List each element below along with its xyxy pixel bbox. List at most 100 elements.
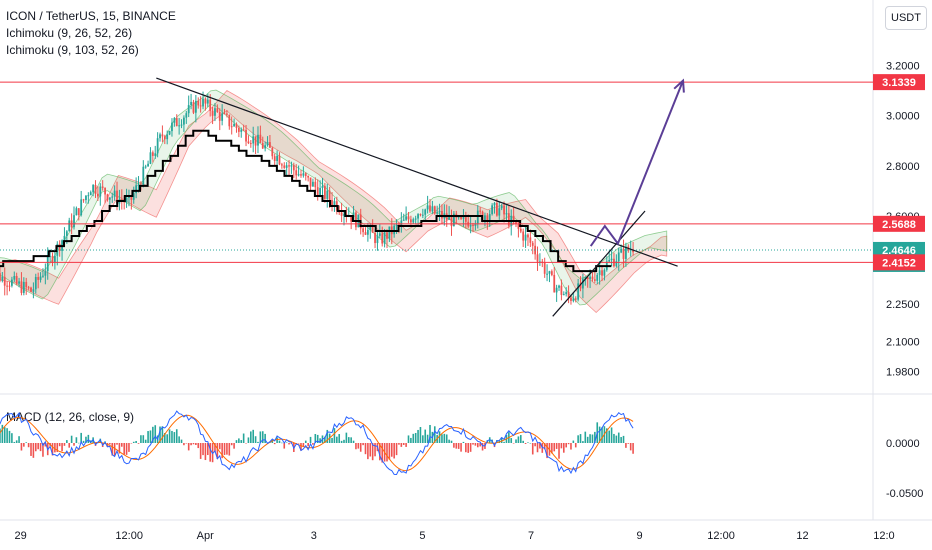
candle-body xyxy=(596,274,599,281)
macd-histogram-bar xyxy=(479,443,481,447)
macd-histogram-bar xyxy=(1,424,4,443)
macd-histogram-bar xyxy=(448,439,450,443)
macd-histogram-bar xyxy=(0,428,1,443)
trendline[interactable] xyxy=(552,210,646,317)
candle-body xyxy=(507,213,510,226)
candle-body xyxy=(171,122,173,132)
candle-body xyxy=(436,212,439,214)
macd-histogram-bar xyxy=(562,443,565,453)
candle-body xyxy=(18,281,20,284)
candle-body xyxy=(429,205,431,212)
candle-body xyxy=(27,287,30,289)
candle-body xyxy=(108,197,111,200)
time-tick-label: 5 xyxy=(419,530,425,542)
macd-histogram-bar xyxy=(405,443,407,447)
candle-body xyxy=(515,222,517,224)
candle-body xyxy=(269,142,271,148)
candle-body xyxy=(242,129,245,131)
macd-histogram-bar xyxy=(558,443,560,459)
candle-body xyxy=(362,228,365,233)
candle-body xyxy=(452,213,455,227)
macd-histogram-bar xyxy=(371,443,374,461)
ichimoku-legend-1[interactable]: Ichimoku (9, 26, 52, 26) xyxy=(6,26,133,40)
macd-histogram-bar xyxy=(340,440,343,443)
candle-body xyxy=(582,278,584,289)
macd-histogram-bar xyxy=(144,439,147,443)
macd-histogram-bar xyxy=(238,438,240,443)
currency-button[interactable]: USDT xyxy=(885,6,927,30)
macd-histogram-bar xyxy=(168,429,171,443)
candle-body xyxy=(529,237,532,243)
candle-body xyxy=(147,163,149,167)
macd-histogram-bar xyxy=(467,443,470,453)
candle-body xyxy=(10,279,13,286)
macd-histogram-bar xyxy=(359,443,362,452)
macd-tick-label: 0.0000 xyxy=(886,438,920,450)
trendline[interactable] xyxy=(156,77,678,267)
macd-histogram-bar xyxy=(309,436,312,443)
candle-body xyxy=(276,155,278,161)
candle-body xyxy=(579,283,582,289)
candle-body xyxy=(197,100,200,106)
candle-body xyxy=(101,186,104,188)
macd-histogram-bar xyxy=(517,436,520,443)
ichimoku-kijun-line xyxy=(0,129,612,273)
candle-body xyxy=(42,275,44,277)
macd-histogram-bar xyxy=(197,443,200,449)
projection-path[interactable] xyxy=(589,80,684,247)
macd-histogram-bar xyxy=(398,443,400,445)
macd-histogram-bar xyxy=(350,437,352,443)
candle-body xyxy=(331,200,333,206)
candle-body xyxy=(586,277,589,279)
macd-histogram-bar xyxy=(536,443,539,453)
macd-histogram-bar xyxy=(173,432,176,443)
macd-histogram-bar xyxy=(109,443,111,445)
candle-body xyxy=(632,249,634,253)
candle-body xyxy=(295,170,298,176)
candle-body xyxy=(168,131,171,135)
macd-histogram-bar xyxy=(276,437,278,443)
macd-histogram-bar xyxy=(195,443,197,446)
candle-body xyxy=(343,214,345,216)
macd-histogram-bar xyxy=(625,443,627,448)
macd-histogram-bar xyxy=(524,443,527,444)
candle-body xyxy=(498,208,501,216)
macd-histogram-bar xyxy=(367,443,369,460)
macd-histogram-bar xyxy=(128,443,130,452)
symbol-title[interactable]: ICON / TetherUS, 15, BINANCE xyxy=(6,9,176,23)
price-label-text: 2.4646 xyxy=(882,245,916,257)
candle-body xyxy=(221,113,224,121)
macd-histogram-bar xyxy=(574,443,577,448)
macd-histogram-bar xyxy=(166,434,168,443)
macd-histogram-bar xyxy=(522,440,524,443)
macd-histogram-bar xyxy=(419,427,422,443)
macd-histogram-bar xyxy=(331,437,333,443)
candle-body xyxy=(87,195,90,197)
macd-histogram-bar xyxy=(543,443,546,450)
candle-body xyxy=(271,147,274,157)
candle-body xyxy=(245,129,247,142)
macd-histogram-bar xyxy=(61,443,63,452)
candle-body xyxy=(292,165,295,171)
candle-body xyxy=(400,220,403,226)
macd-histogram-bar xyxy=(529,442,532,444)
candle-body xyxy=(199,105,202,107)
candle-body xyxy=(584,277,587,279)
candle-body xyxy=(249,143,252,145)
candle-body xyxy=(30,287,32,292)
candle-body xyxy=(240,129,243,132)
macd-histogram-bar xyxy=(582,441,584,443)
macd-histogram-bar xyxy=(242,433,245,443)
ichimoku-legend-2[interactable]: Ichimoku (9, 103, 52, 26) xyxy=(6,43,139,57)
macd-histogram-bar xyxy=(591,434,594,443)
candle-body xyxy=(58,243,61,251)
macd-histogram-bar xyxy=(190,443,192,446)
candle-body xyxy=(622,248,625,259)
macd-histogram-bar xyxy=(44,443,47,447)
candle-body xyxy=(340,212,343,216)
candle-body xyxy=(202,98,204,107)
candle-body xyxy=(591,276,594,280)
macd-legend[interactable]: MACD (12, 26, close, 9) xyxy=(6,410,135,424)
macd-histogram-bar xyxy=(336,436,338,443)
